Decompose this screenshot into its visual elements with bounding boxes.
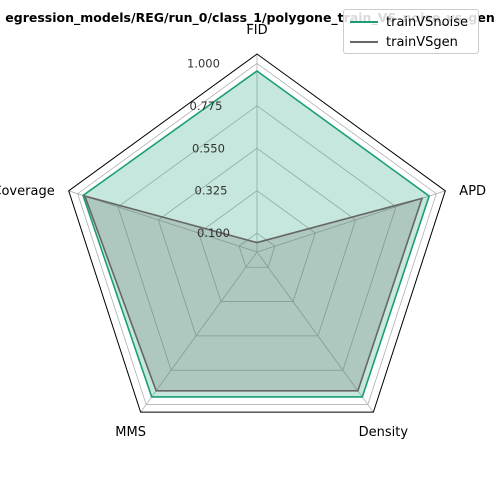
series-trainvsgen-area	[83, 194, 424, 392]
axis-label-mms: MMS	[115, 425, 146, 440]
grid-ring-4	[77, 62, 437, 405]
spoke-density	[256, 251, 374, 413]
grid-ring-1	[198, 190, 316, 302]
grid-ring-3	[117, 105, 397, 371]
radial-tick-label-0: 0.100	[197, 226, 230, 240]
legend-item-trainvsgen: trainVSgen	[350, 33, 458, 51]
legend-swatch-trainvsgen	[350, 41, 378, 43]
axis-label-apd: APD	[459, 184, 486, 199]
axis-label-fid: FID	[246, 23, 267, 38]
radial-tick-label-4: 1.000	[187, 56, 220, 70]
grid-ring-0	[238, 232, 276, 268]
radar-series	[82, 69, 431, 398]
series-trainvsnoise-area	[82, 69, 431, 398]
axis-label-density: Density	[359, 425, 409, 440]
radar-grid	[68, 53, 446, 413]
legend-label-trainvsnoise: trainVSnoise	[386, 14, 468, 30]
legend-item-trainvsnoise: trainVSnoise	[350, 13, 468, 31]
radar-labels: 0.100 0.325 0.550 0.775 1.000 FID APD Density MM…	[0, 23, 486, 440]
spoke-coverage	[68, 190, 258, 253]
legend-swatch-trainvsnoise	[350, 21, 378, 23]
grid-ring-2	[157, 147, 357, 337]
axis-label-coverage: Coverage	[0, 184, 55, 199]
radial-tick-label-2: 0.550	[192, 141, 225, 155]
radial-tick-label-1: 0.325	[195, 184, 228, 198]
legend-label-trainvsgen: trainVSgen	[386, 34, 458, 50]
chart-legend: trainVSnoise trainVSgen	[343, 9, 479, 54]
spoke-mms	[140, 251, 258, 413]
radial-tick-label-3: 0.775	[190, 99, 223, 113]
radar-frame	[68, 53, 446, 413]
